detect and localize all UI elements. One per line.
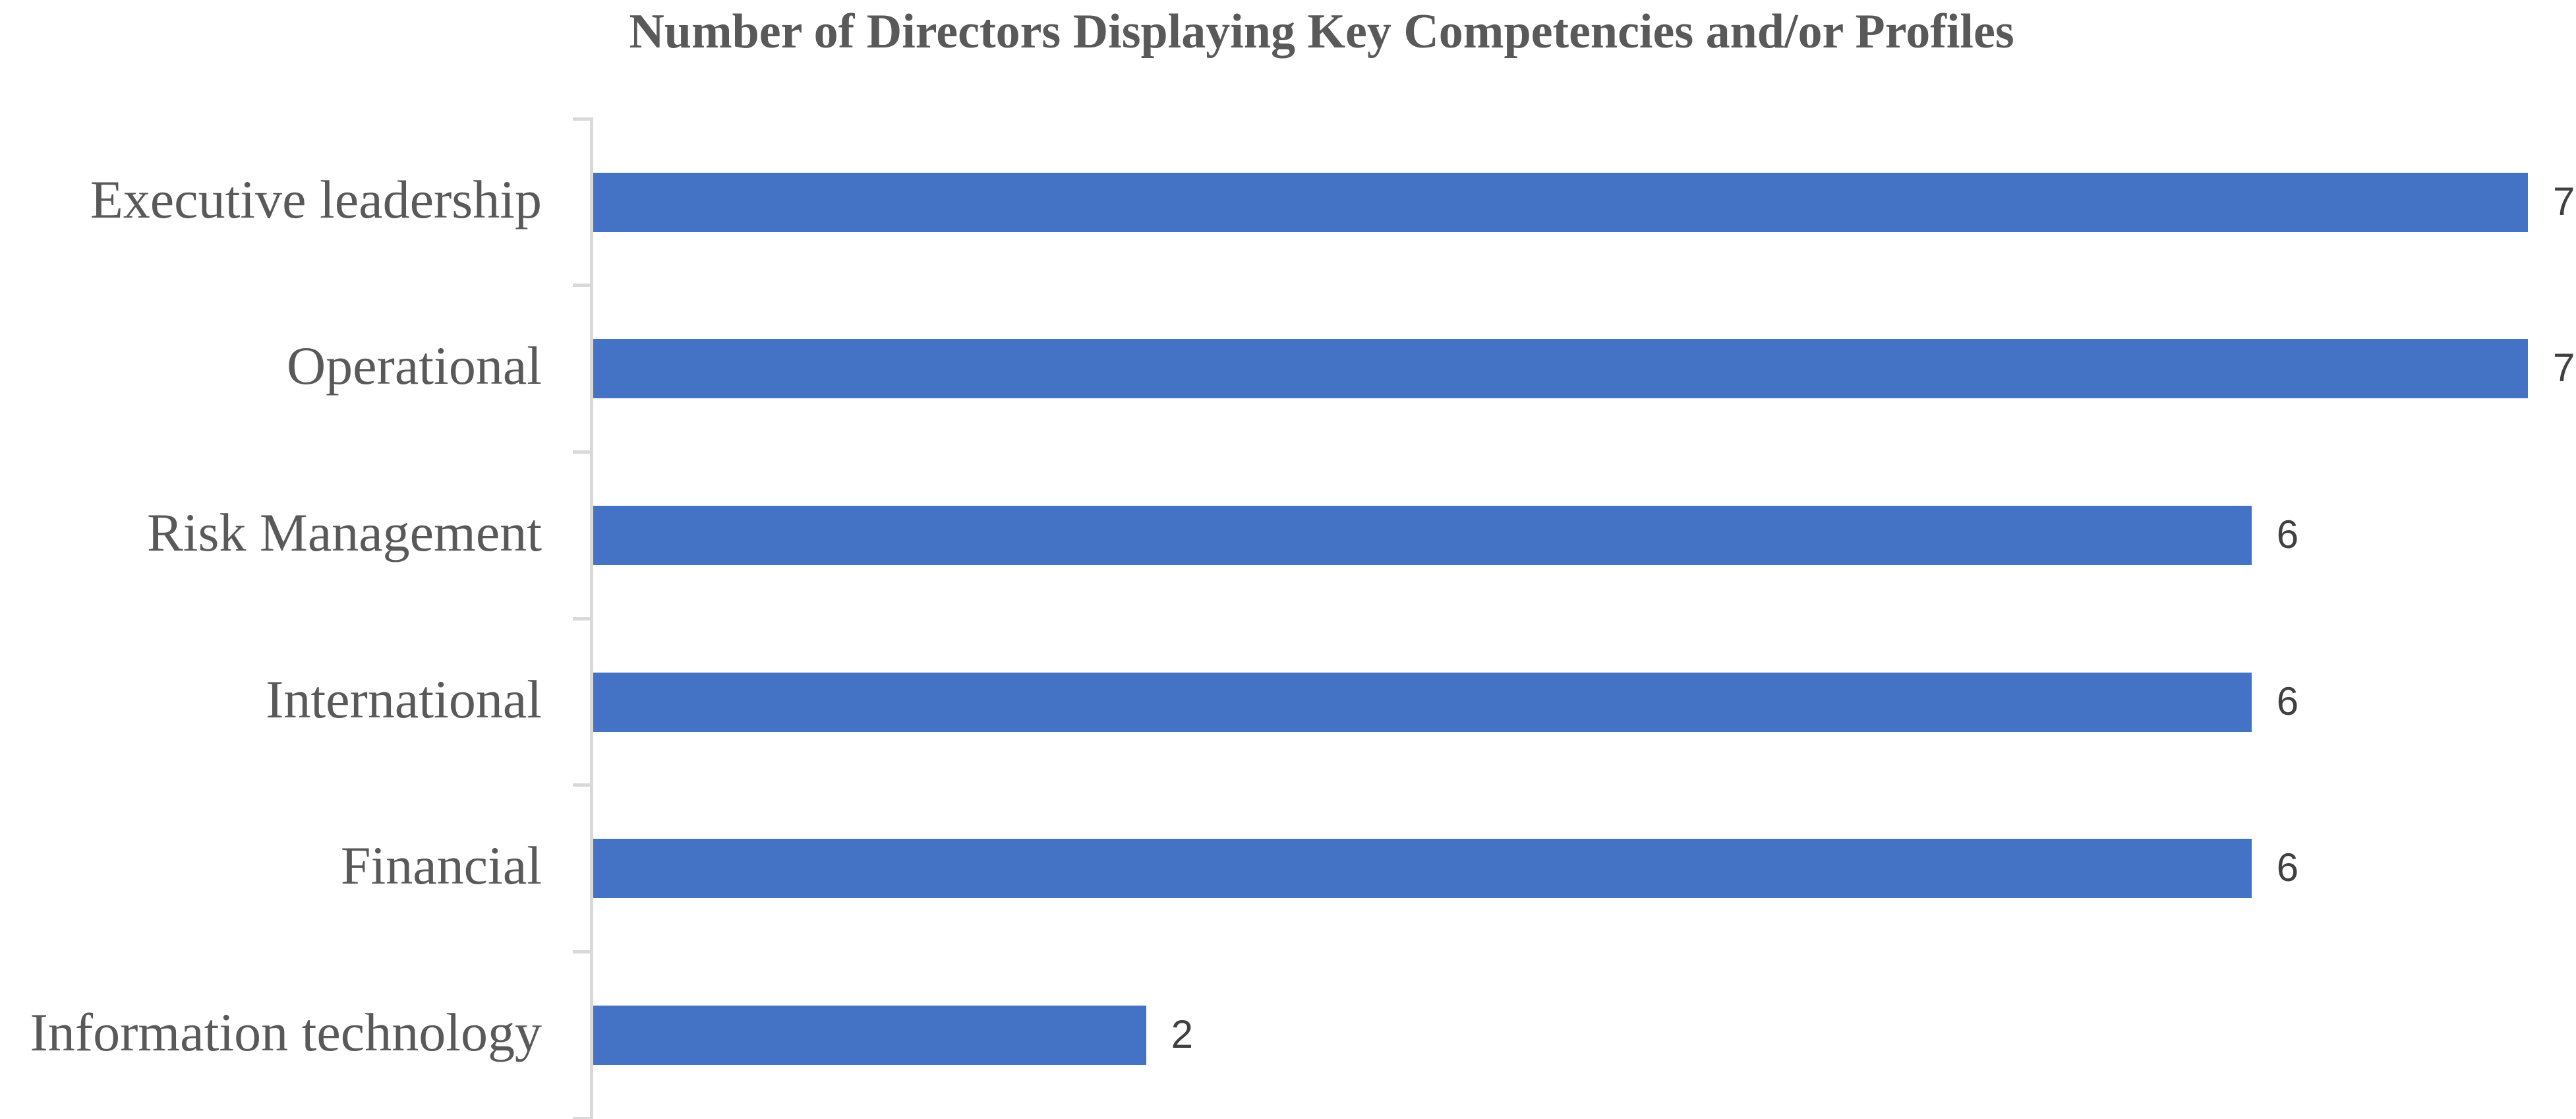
category-label: Information technology: [30, 1002, 542, 1063]
axis-tick: [573, 450, 591, 454]
chart-row: International 6: [0, 619, 2576, 785]
bar: [593, 339, 2528, 399]
chart-row: Information technology 2: [0, 952, 2576, 1119]
axis-tick: [573, 617, 591, 620]
chart-row: Financial 6: [0, 785, 2576, 952]
chart-row: Risk Management 6: [0, 452, 2576, 619]
data-label: 7: [2553, 346, 2575, 390]
category-label: International: [266, 669, 542, 729]
data-label: 2: [1171, 1012, 1193, 1057]
axis-tick: [573, 950, 591, 953]
category-label: Risk Management: [147, 502, 542, 563]
bar: [593, 505, 2252, 565]
chart-row: Operational 7: [0, 286, 2576, 452]
data-label: 6: [2276, 679, 2299, 723]
axis-tick: [573, 1116, 591, 1119]
bar: [593, 672, 2252, 732]
category-axis-line: [590, 117, 593, 1119]
category-label: Operational: [286, 336, 542, 396]
axis-tick: [573, 284, 591, 287]
data-label: 7: [2553, 179, 2575, 224]
category-label: Financial: [340, 835, 542, 896]
chart-row: Executive leadership 7: [0, 119, 2576, 286]
bar: [593, 172, 2528, 232]
bar: [593, 839, 2252, 899]
data-label: 6: [2276, 845, 2299, 890]
data-label: 6: [2276, 512, 2299, 557]
chart-title: Number of Directors Displaying Key Compe…: [629, 5, 2014, 59]
category-label: Executive leadership: [90, 169, 542, 229]
bar: [593, 1006, 1146, 1065]
axis-tick: [573, 783, 591, 787]
axis-tick: [573, 117, 591, 121]
